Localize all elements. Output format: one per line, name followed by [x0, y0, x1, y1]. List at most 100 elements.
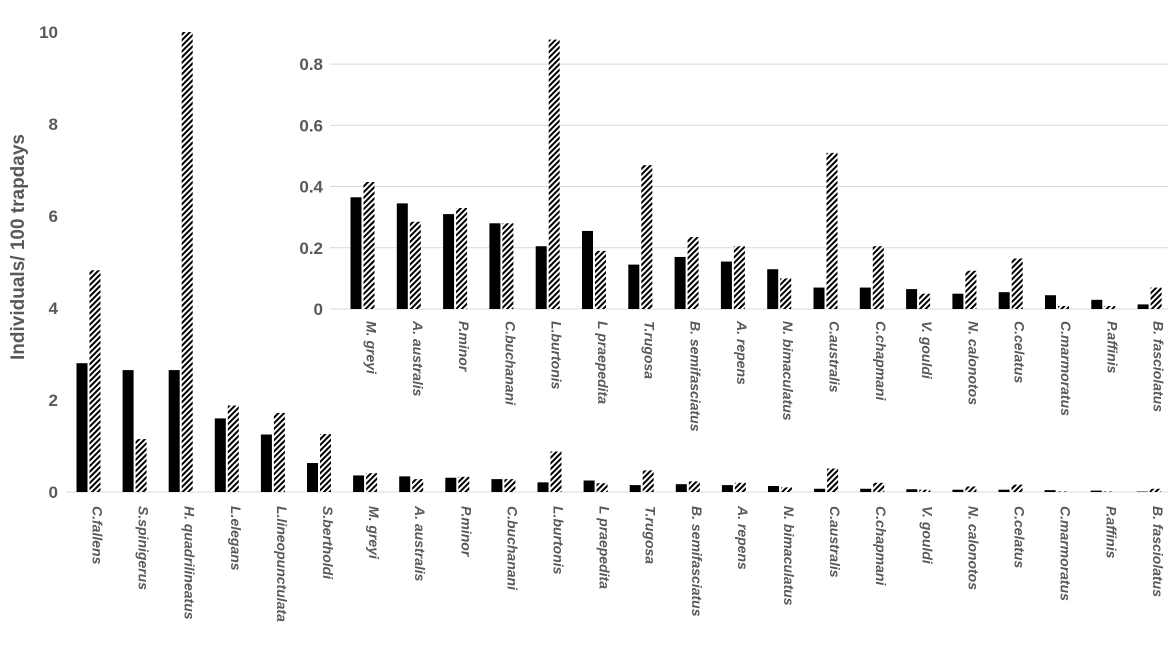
main-category-label: N. calonotos: [965, 506, 981, 590]
bar-solid: [860, 488, 872, 492]
bar-hatched: [919, 489, 931, 492]
bar-hatched: [1149, 488, 1161, 492]
bar-solid: [307, 463, 318, 492]
main-category-label: S.spinigerus: [136, 506, 152, 590]
bar-solid: [353, 475, 365, 492]
bar-hatched: [965, 486, 977, 492]
bar-solid: [260, 434, 272, 492]
bar-hatched: [734, 482, 746, 492]
inset-category-label: L praepedita: [595, 321, 611, 404]
bar-hatched: [227, 405, 239, 492]
bar-hatched: [502, 223, 514, 309]
inset-category-label: N. calonotos: [965, 321, 981, 405]
bar-hatched: [548, 39, 560, 309]
bar-solid: [489, 223, 501, 309]
inset-chart: 0 0.2 0.4 0.6 0.8 M. greyi A. australis P.minor…: [299, 39, 1168, 432]
main-y-tick-label: 8: [49, 115, 58, 134]
bar-hatched: [458, 476, 470, 492]
bar-hatched: [409, 221, 421, 309]
bar-hatched: [826, 152, 838, 309]
bar-solid: [399, 476, 411, 492]
inset-category-label: P.affinis: [1104, 321, 1120, 374]
bar-hatched: [412, 479, 424, 492]
bar-hatched: [873, 482, 885, 492]
bar-solid: [1044, 490, 1056, 492]
bar-hatched: [181, 32, 193, 492]
bar-hatched: [965, 270, 977, 309]
inset-category-label: L.burtonis: [549, 321, 565, 390]
inset-category-label: A. repens: [734, 320, 750, 385]
inset-category-label: C.marmoratus: [1058, 321, 1074, 416]
bar-hatched: [1011, 484, 1023, 492]
main-category-label: V. gouldi: [919, 506, 935, 565]
inset-y-tick-label: 0.2: [299, 239, 323, 258]
bar-hatched: [1150, 287, 1162, 309]
main-category-label: M. greyi: [366, 506, 382, 560]
bar-solid: [768, 486, 779, 492]
bar-hatched: [456, 207, 468, 309]
bar-hatched: [781, 487, 792, 492]
bar-solid: [813, 287, 825, 309]
inset-category-label: V. gouldi: [919, 321, 935, 380]
bar-solid: [628, 264, 640, 309]
main-chart: 0 2 4 6 8 10 C.fallens S.spinigerus H. quadrilin…: [39, 23, 1168, 622]
main-y-tick-label: 2: [49, 391, 58, 410]
bar-hatched: [596, 483, 608, 492]
bar-solid: [1137, 304, 1149, 309]
inset-category-label: P.minor: [456, 321, 472, 373]
bar-solid: [674, 256, 686, 309]
bar-hatched: [780, 278, 792, 309]
bar-solid: [998, 292, 1010, 309]
bar-solid: [535, 246, 547, 309]
bar-hatched: [1011, 258, 1023, 309]
inset-category-label: T.rugosa: [641, 321, 657, 379]
bar-solid: [952, 489, 964, 492]
bar-hatched: [1058, 305, 1069, 309]
bar-solid: [491, 479, 503, 492]
main-category-label: P.minor: [458, 506, 474, 558]
bar-solid: [350, 197, 362, 309]
main-category-label: P.affinis: [1104, 506, 1120, 559]
inset-category-label: A. australis: [410, 320, 426, 397]
main-category-label: B. fasciolatus: [1150, 506, 1166, 597]
main-category-label: A. australis: [412, 505, 428, 582]
bar-hatched: [641, 165, 653, 309]
bar-solid: [1045, 295, 1056, 309]
inset-y-tick-label: 0.4: [299, 178, 323, 197]
bar-hatched: [687, 237, 699, 309]
bar-solid: [582, 230, 593, 309]
bar-solid: [767, 269, 779, 309]
inset-category-label: M. greyi: [364, 321, 380, 375]
bar-hatched: [688, 481, 700, 492]
main-category-label: A. repens: [735, 505, 751, 570]
bar-solid: [1090, 490, 1102, 492]
bar-solid: [814, 488, 826, 492]
bar-solid: [675, 484, 687, 492]
bar-solid: [214, 418, 226, 492]
main-y-tick-label: 0: [49, 483, 58, 502]
inset-category-label: C.celatus: [1012, 321, 1028, 383]
main-y-tick-label: 6: [49, 207, 58, 226]
bar-hatched: [919, 293, 931, 309]
inset-category-label: N. bimaculatus: [780, 321, 796, 421]
bar-hatched: [504, 479, 516, 492]
bar-solid: [952, 293, 964, 309]
bar-hatched: [642, 470, 654, 492]
bar-hatched: [363, 181, 375, 309]
inset-y-tick-label: 0.6: [299, 116, 323, 135]
inset-y-tick-label: 0: [314, 300, 323, 319]
main-category-label: C.chapmani: [873, 506, 889, 586]
main-category-label: C.fallens: [90, 506, 106, 565]
bar-hatched: [135, 439, 147, 492]
bar-solid: [906, 289, 918, 309]
bar-hatched: [366, 473, 378, 492]
bar-solid: [721, 485, 733, 492]
main-category-label: L.burtonis: [551, 506, 567, 575]
bar-solid: [443, 214, 455, 309]
inset-category-label: C.chapmani: [873, 321, 889, 401]
main-category-label: L praepedita: [597, 506, 613, 589]
bar-hatched: [872, 246, 884, 309]
bar-solid: [998, 489, 1010, 492]
bar-solid: [1091, 299, 1103, 309]
